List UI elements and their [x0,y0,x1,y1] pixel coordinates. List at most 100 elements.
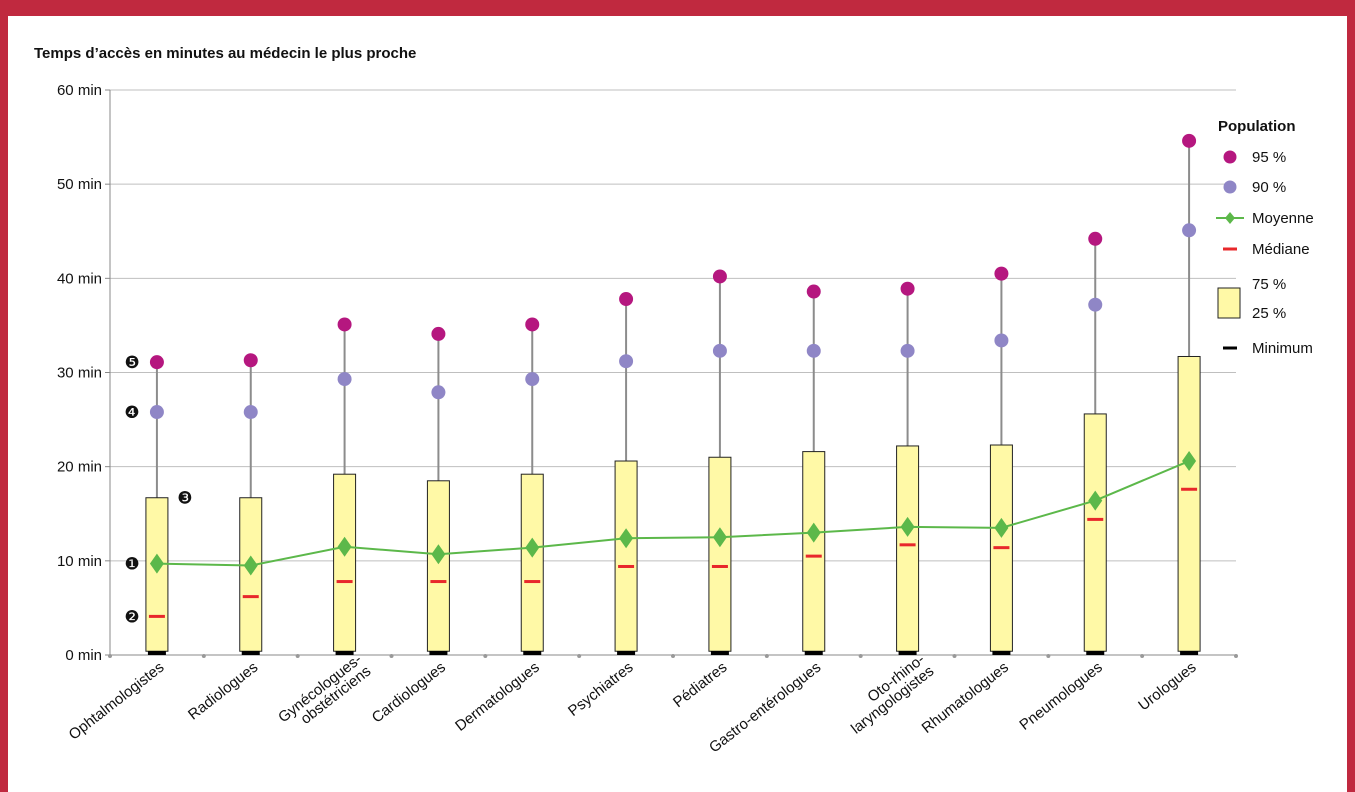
median-mark [148,614,165,618]
p95-dot [431,326,446,341]
x-tick [201,654,206,658]
mean-diamond [1088,490,1103,511]
p90-dot [525,372,540,387]
category-label-line: Urologues [1135,659,1199,714]
mean-diamond [149,553,164,574]
category-label-line: Pédiatres [670,659,730,711]
p95-dot [900,281,915,296]
mean-diamond [712,527,727,548]
y-tick-label: 50 min [57,176,102,193]
p95-dot [806,284,821,299]
legend-label: Minimum [1252,340,1313,357]
category-label-line: Cardiologues [369,659,449,727]
y-tick-label: 20 min [57,459,102,476]
legend-swatch-p90 [1223,180,1237,194]
box-75-25 [333,473,357,652]
p90-dot [243,405,258,420]
category-label: Ophtalmologistes [66,659,168,744]
mean-diamond [806,522,821,543]
median-mark [336,580,353,584]
x-tick [858,654,863,658]
minimum-mark [335,651,354,655]
box-75-25 [426,480,450,652]
p90-dot [149,405,164,420]
annotation-marker: ❹ [124,403,139,423]
minimum-mark [241,651,260,655]
box-75-25 [614,460,638,652]
box-75-25 [708,456,732,652]
category-label: Gynécologues-obstétriciens [275,651,374,738]
minimum-mark [617,651,636,655]
category-label-line: Dermatologues [452,659,543,735]
mean-diamond [900,516,915,537]
mean-diamond [431,544,446,565]
minimum-mark [992,651,1011,655]
category-label-line: Ophtalmologistes [66,659,168,744]
x-tick [1140,654,1145,658]
p95-dot [243,353,258,368]
mean-diamond [619,528,634,549]
p95-dot [994,266,1009,281]
x-tick [1234,654,1238,658]
p90-dot [994,333,1009,348]
minimum-mark [710,651,729,655]
grid [110,89,1236,656]
median-mark [242,595,259,599]
mean-diamond [1182,451,1197,472]
box-75-25 [896,445,920,652]
x-tick [764,654,769,658]
annotation-marker: ❶ [124,555,139,575]
p95-dot [619,292,634,307]
box-75-25 [802,451,826,652]
p90-dot [900,343,915,358]
category-label: Psychiatres [565,659,637,720]
y-tick-label: 10 min [57,553,102,570]
legend-label: 95 % [1252,149,1286,166]
box-75-25 [1177,355,1201,652]
y-tick-label: 60 min [57,82,102,99]
box-75-25 [520,473,544,652]
mean-diamond [525,537,540,558]
legend-swatch-mean-diamond [1225,212,1235,224]
legend-swatch-box [1217,287,1241,319]
category-label: Pneumologues [1016,659,1105,734]
median-mark [805,554,822,558]
category-label: Dermatologues [452,659,543,735]
mean-line [156,460,1190,567]
minimum-mark [1180,651,1199,655]
x-tick [389,654,394,658]
x-tick [295,654,300,658]
y-axis: 0 min 10 min 20 min 30 min 40 min 50 min 60 mi… [57,82,111,664]
annotation-marker: ❺ [124,353,139,373]
annotations: ❺ ❹ ❸ ❶ ❷ [124,353,192,627]
p95-dot [525,317,540,332]
minimum-mark [804,651,823,655]
chart-title: Temps d’accès en minutes au médecin le p… [34,45,416,62]
p95-dot [712,269,727,284]
minimum-mark [1086,651,1105,655]
legend-title: Population [1218,118,1296,135]
category-label: Urologues [1135,659,1199,714]
category-label-line: Psychiatres [565,659,637,720]
median-mark [899,543,916,547]
median-mark [1181,487,1198,491]
p90-dot [1182,223,1197,238]
median-mark [993,546,1010,550]
legend: Population 95 % 90 % Moyenne Médiane 75 % 25 %… [1216,118,1314,357]
box-75-25 [145,497,169,652]
title-bar [0,0,1355,16]
y-tick-label: 40 min [57,270,102,287]
minimum-mark [898,651,917,655]
category-label-line: Radiologues [185,659,261,724]
legend-swatch-minimum [1223,346,1237,350]
legend-label: 90 % [1252,179,1286,196]
mean-series [149,451,1197,576]
mean-diamond [337,536,352,557]
y-tick-label: 30 min [57,365,102,382]
p90-dot [1088,297,1103,312]
category-label: Cardiologues [369,659,449,727]
p95-dot [1182,133,1197,148]
mean-diamond [243,555,258,576]
legend-label: Médiane [1252,241,1310,258]
